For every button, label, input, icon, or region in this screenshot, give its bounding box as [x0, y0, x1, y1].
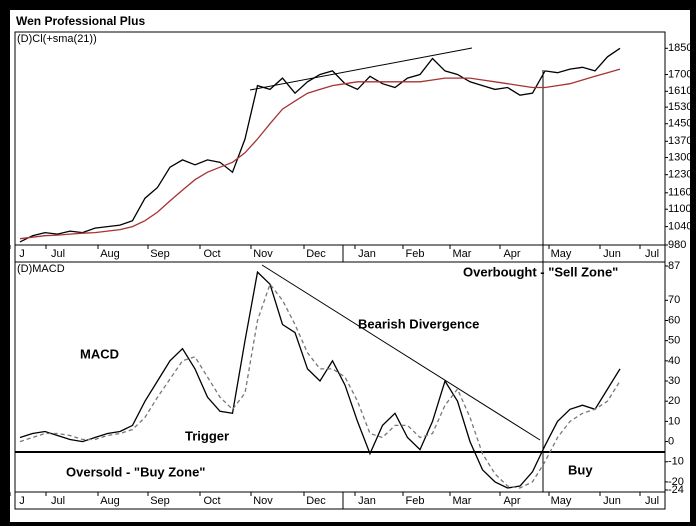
y-tick-label: 1300 [668, 151, 692, 163]
y-tick-label: -10 [668, 456, 684, 468]
x-tick-label: Jan [358, 495, 376, 507]
x-tick-label: Sep [150, 495, 170, 507]
x-axis-strip [14, 491, 666, 510]
y-tick-label: 1160 [668, 187, 692, 199]
y-tick-label: 50 [668, 335, 680, 347]
x-tick-label: Aug [100, 248, 120, 260]
window-title: Wen Professional Plus [16, 14, 145, 28]
x-tick-label: Sep [150, 248, 170, 260]
annotation: Trigger [185, 428, 229, 443]
y-tick-label: 1450 [668, 118, 692, 130]
panel-label: (D)Cl(+sma(21)) [17, 33, 97, 45]
y-tick-label: 60 [668, 314, 680, 326]
y-tick-label: 70 [668, 294, 680, 306]
x-tick-label: J [19, 248, 25, 260]
x-tick-label: Feb [406, 248, 425, 260]
x-tick-label: Mar [453, 495, 472, 507]
series-line [19, 270, 621, 489]
y-tick-label: 1610 [668, 85, 692, 97]
annotation: MACD [80, 346, 119, 361]
x-tick-label: Nov [253, 248, 273, 260]
x-tick-label: May [551, 248, 572, 260]
x-tick-label: J [19, 495, 25, 507]
y-tick-label: 1700 [668, 68, 692, 80]
series-line [19, 68, 621, 240]
x-tick-label: Dec [306, 495, 326, 507]
x-tick-label: Jun [603, 495, 621, 507]
y-tick-label: 10 [668, 415, 680, 427]
annotation: Overbought - "Sell Zone" [463, 264, 618, 279]
y-tick-label: 1530 [668, 101, 692, 113]
y-tick-label: 1040 [668, 221, 692, 233]
annotation: Oversold - "Buy Zone" [66, 464, 205, 479]
x-tick-label: Jul [51, 248, 65, 260]
series-line [19, 47, 621, 243]
x-tick-label: Nov [253, 495, 273, 507]
y-tick-label: -24 [668, 484, 684, 496]
y-tick-label: 87 [668, 260, 680, 272]
x-tick-label: Apr [503, 495, 520, 507]
annotation: Bearish Divergence [358, 316, 479, 331]
y-tick-label: 30 [668, 375, 680, 387]
x-tick-label: Aug [100, 495, 120, 507]
x-tick-label: May [551, 495, 572, 507]
x-tick-label: Apr [503, 248, 520, 260]
panel-label: (D)MACD [17, 263, 65, 275]
x-tick-label: Jul [51, 495, 65, 507]
y-tick-label: 40 [668, 355, 680, 367]
x-tick-label: Mar [453, 248, 472, 260]
series-line [19, 282, 621, 489]
y-tick-label: 980 [668, 239, 686, 251]
y-tick-label: 1230 [668, 169, 692, 181]
y-tick-label: 1850 [668, 42, 692, 54]
y-tick-label: 0 [668, 435, 674, 447]
x-tick-label: Oct [203, 495, 220, 507]
x-tick-label: Jun [603, 248, 621, 260]
y-tick-label: 20 [668, 395, 680, 407]
x-axis-strip [14, 244, 666, 263]
annotation: Buy [568, 462, 593, 477]
x-tick-label: Jul [645, 248, 659, 260]
x-tick-label: Dec [306, 248, 326, 260]
y-tick-label: 1370 [668, 135, 692, 147]
x-tick-label: Oct [203, 248, 220, 260]
trend-line [261, 264, 541, 441]
x-tick-label: Jul [645, 495, 659, 507]
x-tick-label: Jan [358, 248, 376, 260]
window-body [10, 10, 690, 522]
x-tick-label: Feb [406, 495, 425, 507]
y-tick-label: -20 [668, 476, 684, 488]
y-tick-label: 1100 [668, 203, 692, 215]
